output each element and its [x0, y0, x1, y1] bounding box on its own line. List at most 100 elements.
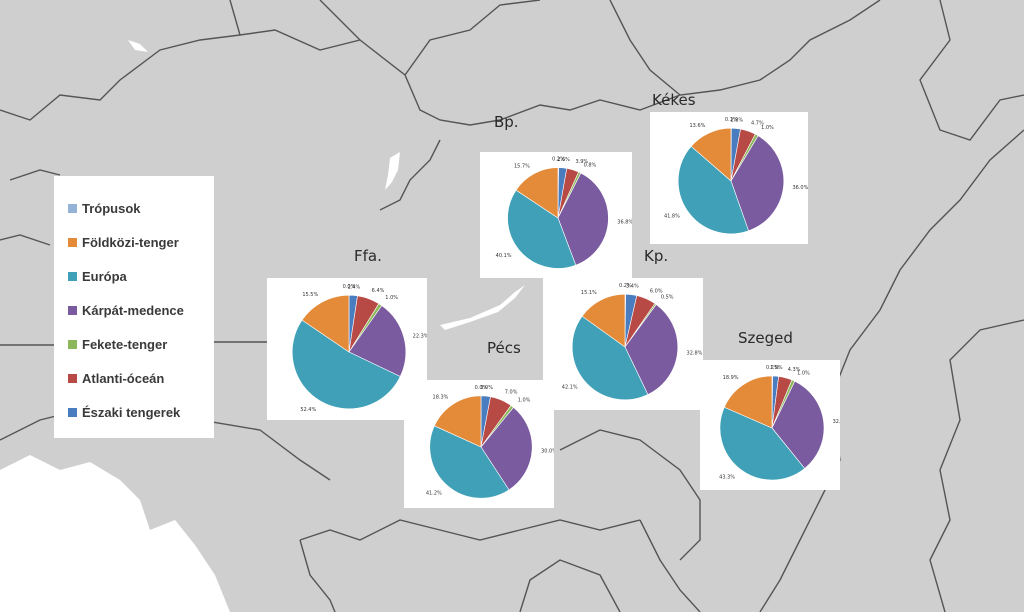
legend: Trópusok Földközi-tenger Európa Kárpát-m… [54, 176, 214, 438]
pie-slice-europa [291, 319, 401, 410]
pie-data-label: 3.0% [480, 385, 493, 391]
pie-data-label: 0.2% [766, 365, 779, 371]
pie-slice-foldkozi-tenger [690, 127, 732, 182]
pie-data-label: 0.1% [725, 117, 738, 123]
pie-chart-svg: 0.2%2.6% 3.9%0.8% 36.8% 40.1% 15.7% [496, 157, 632, 269]
pie-data-label: 2.6% [557, 157, 570, 163]
pie-data-label: 22.3% [413, 333, 427, 339]
city-label-bp: Bp. [494, 113, 519, 131]
pie-data-label: 32.7% [833, 419, 840, 425]
pie-slice-foldkozi-tenger [581, 293, 626, 348]
pie-chart-svg: 0.0%2.4% 6.4%1.0% 22.3% 52.4% 15.5% [291, 284, 427, 413]
pie-data-label: 6.0% [650, 288, 663, 294]
pie-data-label: 0.0% [475, 385, 488, 391]
pie-data-label: 4.3% [788, 367, 801, 373]
city-label-kp: Kp. [644, 247, 669, 265]
pie-slice-karpat-medence [557, 172, 609, 266]
pie-slice-europa [677, 145, 749, 235]
legend-swatch [68, 339, 77, 349]
pie-slice-karpat-medence [771, 380, 825, 469]
pie-data-label: 32.8% [687, 351, 703, 357]
legend-item: Európa [68, 268, 127, 284]
pie-data-label: 0.2% [619, 283, 632, 289]
pie-data-label: 0.8% [584, 162, 597, 168]
pie-data-label: 2.4% [348, 284, 361, 290]
pie-box-pecs: 0.0%3.0% 7.0%1.0% 30.0% 41.2% 18.3% [404, 380, 554, 508]
pie-slice-foldkozi-tenger [723, 375, 773, 429]
city-label-ffa: Ffa. [354, 247, 382, 265]
legend-label: Kárpát-medence [82, 302, 184, 318]
pie-slice-europa [719, 406, 806, 481]
legend-label: Földközi-tenger [82, 234, 179, 250]
pie-slice-foldkozi-tenger [515, 167, 559, 219]
pie-box-kekes: 0.1% 2.8% 4.7% 1.0% 36.0% 41.8% 13.6% [650, 112, 808, 244]
pie-data-label: 6.4% [372, 288, 385, 294]
pie-data-label: 3.4% [626, 284, 639, 290]
city-label-kekes: Kékes [652, 91, 696, 109]
pie-slice-europa [507, 189, 577, 269]
pie-data-label: 7.0% [505, 390, 518, 396]
legend-swatch [68, 407, 77, 417]
pie-data-label: 52.4% [300, 407, 316, 413]
pie-slice-karpat-medence [730, 135, 785, 232]
pie-data-label: 41.2% [426, 491, 442, 497]
pie-data-label: 30.0% [541, 448, 554, 454]
city-label-szeged: Szeged [738, 329, 793, 347]
legend-swatch [68, 305, 77, 315]
pie-slice-foldkozi-tenger [301, 294, 350, 353]
legend-item: Északi tengerek [68, 404, 180, 420]
pie-data-label: 3.9% [575, 159, 588, 165]
pie-data-label: 0.2% [552, 157, 565, 163]
pie-chart-svg: 0.2%3.4% 6.0%0.5% 32.8% 42.1% 15.1% [562, 283, 703, 401]
pie-slice-karpat-medence [624, 304, 679, 395]
coastal-water [0, 455, 230, 612]
pie-data-label: 36.0% [792, 185, 808, 191]
pie-box-szeged: 0.2%1.9% 4.3%1.0% 32.7% 43.3% 18.9% [700, 360, 840, 490]
pie-data-label: 1.9% [770, 365, 783, 371]
pie-data-label: 13.6% [690, 123, 706, 129]
legend-label: Európa [82, 268, 127, 284]
pie-data-label: 15.1% [581, 290, 597, 296]
lake-small [385, 152, 400, 190]
pie-data-label: 1.0% [761, 125, 774, 131]
legend-swatch [68, 373, 77, 383]
pie-data-label: 42.1% [562, 385, 578, 391]
pie-data-label: 36.8% [617, 219, 632, 225]
pie-data-label: 15.7% [514, 164, 530, 170]
legend-swatch [68, 203, 77, 213]
pie-data-label: 18.9% [723, 375, 739, 381]
legend-swatch [68, 237, 77, 247]
pie-data-label: 1.0% [797, 370, 810, 376]
pie-chart-svg: 0.0%3.0% 7.0%1.0% 30.0% 41.2% 18.3% [426, 385, 554, 499]
pie-data-label: 15.5% [302, 292, 318, 298]
legend-item: Kárpát-medence [68, 302, 184, 318]
legend-item: Trópusok [68, 200, 141, 216]
pie-data-label: 40.1% [496, 253, 512, 259]
pie-slice-europa [571, 315, 649, 401]
pie-data-label: 0.5% [661, 295, 674, 301]
pie-slice-foldkozi-tenger [433, 395, 482, 448]
legend-label: Fekete-tenger [82, 336, 168, 352]
legend-item: Fekete-tenger [68, 336, 167, 352]
pie-data-label: 2.8% [730, 117, 743, 123]
pie-data-label: 43.3% [719, 475, 735, 481]
legend-swatch [68, 271, 77, 281]
legend-label: Északi tengerek [82, 404, 181, 420]
pie-slice-europa [429, 425, 510, 499]
pie-box-bp: 0.2% 2.6% 3.9% 0.8% 36.8% 40.1% 15.7% [480, 152, 632, 278]
pie-box-kp: 0.2% 3.4% 6.0% 0.5% 32.8% 42.1% 15.1% [543, 278, 703, 410]
pie-box-ffa: 0.0% 2.4% 6.4% 1.0% 22.3% 52.4% 15.5% [267, 278, 427, 420]
city-label-pecs: Pécs [487, 339, 521, 357]
legend-label: Atlanti-óceán [82, 370, 165, 386]
legend-item: Atlanti-óceán [68, 370, 164, 386]
lake-north [128, 40, 148, 52]
legend-item: Földközi-tenger [68, 234, 179, 250]
pie-data-label: 0.0% [343, 284, 356, 290]
pie-data-label: 4.7% [751, 121, 764, 127]
lake-balaton [440, 285, 525, 330]
pie-chart-svg: 0.1%2.8% 4.7%1.0% 36.0% 41.8% 13.6% [664, 117, 808, 235]
pie-data-label: 41.8% [664, 214, 680, 220]
pie-slice-karpat-medence [480, 407, 533, 491]
